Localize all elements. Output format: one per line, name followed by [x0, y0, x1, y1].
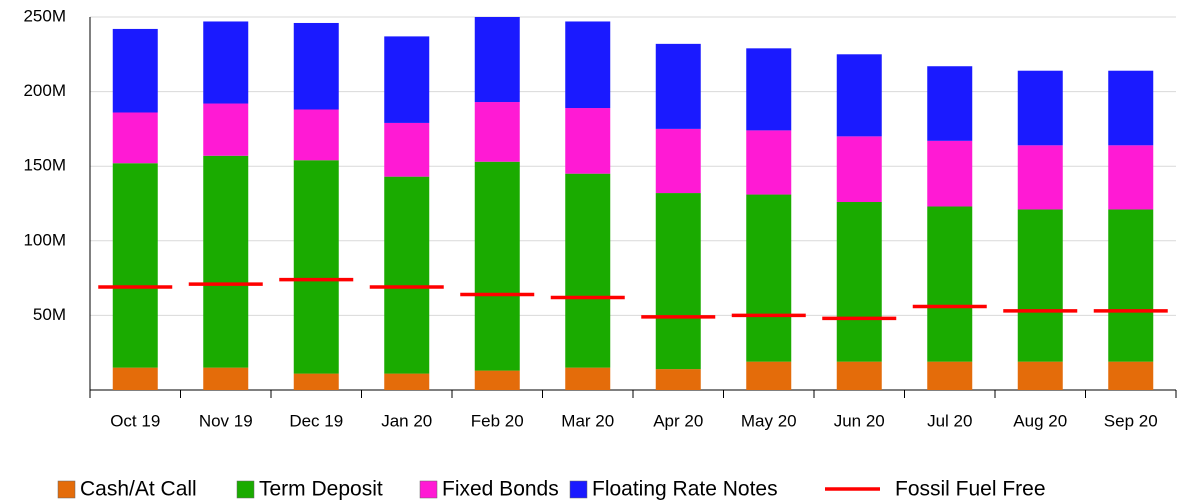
- bar-segment: [655, 193, 701, 370]
- bar-segment: [565, 108, 611, 174]
- bar-segment: [565, 367, 611, 390]
- bar-segment: [746, 194, 792, 362]
- y-tick-label: 200M: [23, 81, 66, 100]
- y-tick-label: 150M: [23, 156, 66, 175]
- legend-label: Floating Rate Notes: [592, 478, 778, 501]
- bar-segment: [112, 112, 158, 164]
- x-tick-label: Nov 19: [199, 411, 253, 430]
- bar-segment: [927, 66, 973, 141]
- bar-segment: [112, 28, 158, 113]
- x-tick-label: Aug 20: [1013, 411, 1067, 430]
- legend-swatch: [236, 480, 255, 499]
- legend-label: Fossil Fuel Free: [895, 478, 1046, 501]
- x-tick-label: Dec 19: [289, 411, 343, 430]
- bar-segment: [746, 130, 792, 195]
- bar-segment: [655, 369, 701, 390]
- bar-segment: [1108, 70, 1154, 146]
- bar-segment: [836, 202, 882, 362]
- bar-segment: [203, 103, 249, 156]
- bar-segment: [293, 22, 339, 110]
- bar-segment: [293, 373, 339, 390]
- bar-segment: [746, 361, 792, 390]
- x-tick-label: Sep 20: [1104, 411, 1158, 430]
- bar-segment: [1017, 145, 1063, 210]
- bar-segment: [565, 173, 611, 368]
- bar-segment: [203, 155, 249, 368]
- y-tick-label: 250M: [23, 6, 66, 25]
- bar-segment: [384, 122, 430, 177]
- x-tick-label: Jul 20: [927, 411, 972, 430]
- bar-segment: [474, 370, 520, 390]
- bar-segment: [836, 361, 882, 390]
- bar-segment: [1108, 145, 1154, 210]
- bar-segment: [384, 176, 430, 374]
- bar-segment: [474, 102, 520, 162]
- bar-segment: [293, 160, 339, 374]
- bar-segment: [112, 163, 158, 368]
- x-tick-label: Apr 20: [653, 411, 703, 430]
- bar-segment: [474, 17, 520, 103]
- legend-label: Fixed Bonds: [442, 478, 559, 501]
- legend-label: Term Deposit: [259, 478, 383, 501]
- y-tick-label: 50M: [33, 305, 66, 324]
- y-tick-label: 100M: [23, 230, 66, 249]
- bar-segment: [1108, 361, 1154, 390]
- x-tick-label: May 20: [741, 411, 797, 430]
- bar-segment: [565, 21, 611, 109]
- bar-segment: [836, 136, 882, 203]
- bar-segment: [474, 161, 520, 371]
- x-tick-label: Jun 20: [834, 411, 885, 430]
- bar-segment: [836, 54, 882, 137]
- bar-segment: [655, 128, 701, 194]
- legend-label: Cash/At Call: [80, 478, 197, 501]
- legend-swatch: [569, 480, 588, 499]
- x-tick-label: Feb 20: [471, 411, 524, 430]
- bar-segment: [384, 36, 430, 123]
- legend-swatch: [57, 480, 76, 499]
- bar-segment: [927, 361, 973, 390]
- bar-segment: [927, 140, 973, 207]
- bar-segment: [203, 21, 249, 104]
- legend-swatch: [419, 480, 438, 499]
- bar-segment: [746, 48, 792, 131]
- x-tick-label: Mar 20: [561, 411, 614, 430]
- bar-segment: [927, 206, 973, 362]
- bar-segment: [112, 367, 158, 390]
- bar-segment: [655, 43, 701, 129]
- bar-segment: [384, 373, 430, 390]
- bar-segment: [203, 367, 249, 390]
- bar-segment: [1017, 209, 1063, 362]
- x-tick-label: Oct 19: [110, 411, 160, 430]
- bar-segment: [293, 109, 339, 161]
- bar-segment: [1108, 209, 1154, 362]
- x-tick-label: Jan 20: [381, 411, 432, 430]
- bar-segment: [1017, 70, 1063, 146]
- bar-segment: [1017, 361, 1063, 390]
- legend: Cash/At Call Term Deposit Fixed Bonds Float…: [57, 478, 1046, 501]
